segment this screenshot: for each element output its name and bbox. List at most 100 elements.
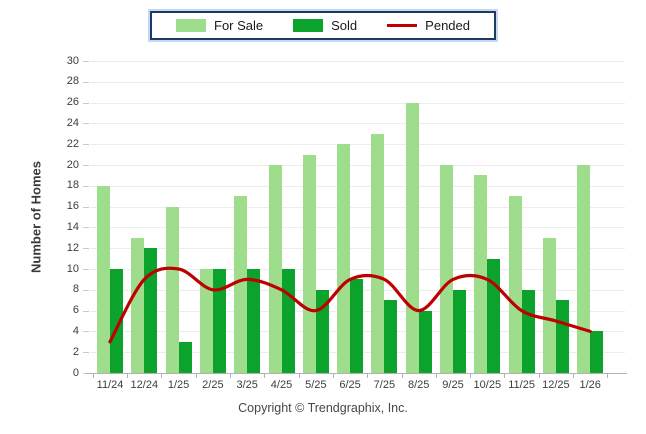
bar-for-sale-11-25 [508,196,522,373]
y-tick-mark-10 [83,269,89,270]
x-tick-mark-14 [573,374,575,378]
y-tick-mark-4 [83,331,89,333]
x-tick-label-11-25: 11/25 [508,379,535,391]
x-tick-mark-4 [230,374,232,378]
y-tick-mark-12 [83,248,89,250]
x-tick-label-12-24: 12/24 [130,379,159,391]
bar-sold-4-25 [281,269,295,373]
bar-sold-12-25 [555,300,569,373]
x-tick-label-11-24: 11/24 [96,379,124,391]
bar-sold-1-25 [178,341,192,373]
bar-sold-2-25 [212,269,226,373]
y-tick-label-10: 10 [66,262,79,275]
legend-label-for-sale: For Sale [214,18,264,33]
gridline-y-26 [90,102,625,104]
x-tick-label-6-25: 6/25 [339,379,361,391]
y-tick-label-30: 30 [66,54,79,67]
bar-for-sale-7-25 [371,133,385,373]
bar-sold-11-25 [521,289,535,373]
y-tick-label-2: 2 [72,345,79,358]
bar-for-sale-8-25 [405,102,419,373]
y-tick-mark-30 [83,61,89,62]
x-tick-mark-6 [298,374,300,378]
y-tick-label-26: 26 [66,96,79,109]
y-tick-label-28: 28 [66,75,79,88]
y-tick-label-22: 22 [66,137,79,150]
y-tick-mark-14 [83,227,89,229]
y-tick-label-24: 24 [66,116,79,129]
y-axis-title: Number of Homes [28,161,44,273]
x-tick-label-10-25: 10/25 [473,379,502,391]
copyright-text: Copyright © Trendgraphix, Inc. [238,401,408,415]
y-tick-label-8: 8 [72,283,79,296]
gridline-y-12 [90,248,625,250]
x-tick-label-4-25: 4/25 [270,379,293,391]
y-tick-label-12: 12 [66,241,79,254]
x-tick-mark-11 [470,374,472,378]
bar-for-sale-4-25 [268,165,282,373]
y-tick-mark-28 [83,81,89,83]
x-tick-mark-3 [195,374,197,378]
gridline-y-18 [90,185,625,187]
y-tick-mark-22 [83,144,89,146]
bar-sold-7-25 [384,300,398,373]
x-tick-mark-5 [264,374,266,378]
x-tick-label-8-25: 8/25 [407,379,430,391]
legend-label-pended: Pended [425,18,470,33]
bar-sold-9-25 [453,289,466,373]
y-tick-mark-8 [83,289,89,291]
x-tick-label-3-25: 3/25 [236,379,258,391]
y-tick-mark-16 [83,206,89,208]
x-tick-label-2-25: 2/25 [202,379,224,391]
legend-swatch-sold [293,19,324,32]
y-tick-mark-18 [83,185,89,187]
bar-for-sale-9-25 [440,165,453,373]
x-tick-mark-10 [435,374,437,378]
legend-item-pended: Pended [387,18,470,33]
x-tick-mark-15 [607,374,609,378]
bar-sold-11-24 [110,269,123,373]
gridline-y-14 [90,227,625,229]
bar-sold-1-26 [590,331,604,373]
bar-sold-6-25 [350,279,364,373]
x-axis-line [86,373,627,374]
bar-sold-5-25 [315,289,329,373]
plot-area [90,61,625,373]
bar-for-sale-6-25 [337,144,351,373]
y-tick-label-16: 16 [66,200,79,213]
bar-for-sale-12-25 [542,237,556,373]
x-tick-mark-1 [127,374,129,378]
gridline-y-28 [90,81,625,83]
legend-swatch-for-sale [176,19,206,32]
bar-sold-10-25 [487,258,501,373]
legend-item-sold: Sold [293,18,357,33]
legend-swatch-pended [387,24,418,27]
y-tick-mark-20 [83,165,89,166]
bar-for-sale-10-25 [474,175,488,373]
legend-label-sold: Sold [331,18,358,33]
y-tick-label-20: 20 [66,158,79,171]
x-tick-mark-7 [332,374,334,378]
x-tick-label-1-26: 1/26 [579,379,601,391]
bar-for-sale-12-24 [131,237,145,373]
bar-for-sale-1-25 [165,206,179,373]
y-tick-label-0: 0 [72,366,79,379]
legend-item-for-sale: For Sale [176,18,263,33]
x-tick-mark-13 [538,374,540,378]
x-tick-label-12-25: 12/25 [542,379,570,391]
bar-for-sale-3-25 [234,196,248,373]
x-tick-mark-12 [504,374,506,378]
y-tick-mark-2 [83,352,89,354]
y-tick-mark-26 [83,102,89,104]
gridline-y-24 [90,123,625,125]
gridline-y-22 [90,144,625,146]
x-tick-mark-2 [161,374,163,378]
y-tick-mark-24 [83,123,89,125]
x-tick-label-9-25: 9/25 [442,379,464,391]
bar-sold-3-25 [247,269,261,373]
chart-legend: For Sale Sold Pended [148,9,498,42]
gridline-y-20 [90,165,625,166]
gridline-y-16 [90,206,625,208]
x-tick-mark-0 [92,374,94,378]
